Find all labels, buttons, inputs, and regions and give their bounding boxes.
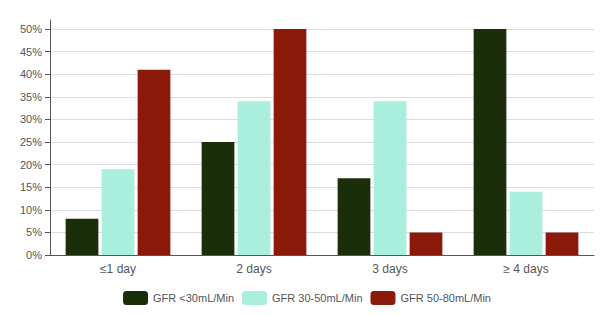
svg-text:30%: 30% bbox=[20, 113, 42, 125]
svg-text:GFR 50-80mL/Min: GFR 50-80mL/Min bbox=[400, 292, 490, 304]
svg-text:45%: 45% bbox=[20, 46, 42, 58]
svg-text:25%: 25% bbox=[20, 136, 42, 148]
svg-text:5%: 5% bbox=[26, 226, 42, 238]
svg-text:35%: 35% bbox=[20, 91, 42, 103]
svg-text:2 days: 2 days bbox=[236, 262, 271, 276]
svg-text:GFR <30mL/Min: GFR <30mL/Min bbox=[153, 292, 234, 304]
svg-text:50%: 50% bbox=[20, 23, 42, 35]
svg-text:0%: 0% bbox=[26, 249, 42, 261]
svg-text:15%: 15% bbox=[20, 181, 42, 193]
svg-text:40%: 40% bbox=[20, 68, 42, 80]
svg-text:3 days: 3 days bbox=[372, 262, 407, 276]
svg-text:GFR 30-50mL/Min: GFR 30-50mL/Min bbox=[272, 292, 362, 304]
svg-text:20%: 20% bbox=[20, 159, 42, 171]
svg-text:≤1 day: ≤1 day bbox=[100, 262, 136, 276]
svg-text:10%: 10% bbox=[20, 204, 42, 216]
svg-text:≥ 4 days: ≥ 4 days bbox=[503, 262, 548, 276]
